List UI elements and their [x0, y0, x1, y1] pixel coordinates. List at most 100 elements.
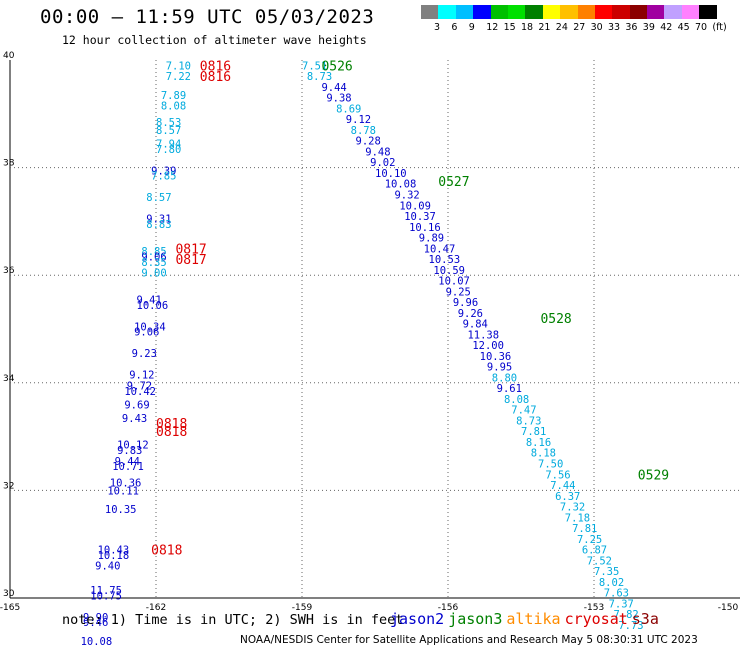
legend-tick-label: 18 — [521, 22, 534, 33]
swh-value: 9.48 — [365, 146, 390, 158]
swh-value: 9.06 — [141, 251, 166, 263]
swh-value: 9.26 — [458, 308, 483, 320]
legend-swatch — [560, 5, 578, 19]
swh-value: 8.16 — [526, 437, 551, 449]
legend-swatch — [577, 5, 595, 19]
legend-tick-label: 6 — [451, 22, 458, 33]
swh-value: 8.78 — [351, 125, 376, 137]
satellite-jason3: jason3 — [448, 610, 503, 628]
swh-value: 9.69 — [124, 399, 149, 411]
legend-tick-label: 45 — [677, 22, 690, 33]
swh-value: 10.42 — [124, 386, 156, 398]
legend-swatch — [438, 5, 456, 19]
legend-swatch — [612, 5, 630, 19]
swh-value: 9.44 — [115, 456, 140, 468]
swh-value: 8.73 — [307, 71, 332, 83]
legend-tick-label: 9 — [468, 22, 475, 33]
swh-value: 7.80 — [156, 144, 181, 156]
swh-value: 8.08 — [504, 394, 529, 406]
legend-tick-label: 15 — [503, 22, 516, 33]
swh-value: 8.18 — [531, 448, 556, 460]
swh-value: 10.34 — [134, 321, 166, 333]
satellite-altika: altika — [506, 610, 561, 628]
swh-value: 9.90 — [83, 612, 108, 624]
satellite-legend: jason2 jason3 altika cryosat s3a — [390, 610, 663, 628]
swh-value: 10.08 — [81, 636, 113, 648]
swh-value: 9.43 — [122, 413, 147, 425]
swh-value: 10.43 — [98, 545, 130, 557]
swh-value: 9.61 — [497, 383, 522, 395]
legend-tick-label: 24 — [555, 22, 568, 33]
swh-value: 9.96 — [453, 297, 478, 309]
swh-value: 7.44 — [550, 480, 575, 492]
swh-value: 10.47 — [424, 243, 456, 255]
legend-swatch — [699, 5, 717, 19]
legend-swatch — [681, 5, 700, 19]
swh-value: 6.37 — [555, 491, 580, 503]
swh-value: 9.72 — [127, 380, 152, 392]
pass-time-label: 0526 — [321, 59, 352, 74]
swh-value: 9.31 — [146, 214, 171, 226]
swh-value: 10.07 — [438, 276, 470, 288]
satellite-jason2: jason2 — [390, 610, 445, 628]
x-tick-label: -165 — [0, 603, 20, 613]
chart-title: 00:00 – 11:59 UTC 05/03/2023 — [40, 6, 375, 28]
color-scale-legend — [421, 5, 717, 19]
pass-time-label: 0527 — [438, 175, 469, 190]
swh-value: 9.02 — [370, 157, 395, 169]
swh-value: 8.02 — [599, 577, 624, 589]
legend-swatch — [664, 5, 682, 19]
swh-value: 8.73 — [516, 415, 541, 427]
legend-tick-label: 39 — [642, 22, 655, 33]
pass-time-label: 0528 — [540, 312, 571, 327]
pass-time-label: 0818 — [156, 425, 187, 440]
swh-value: 7.25 — [577, 534, 602, 546]
swh-value: 10.35 — [105, 504, 137, 516]
swh-value: 7.82 — [613, 609, 638, 621]
legend-tick-label: 33 — [608, 22, 621, 33]
swh-value: 7.63 — [604, 588, 629, 600]
swh-value: 9.12 — [346, 114, 371, 126]
legend-tick-label: 36 — [625, 22, 638, 33]
legend-tick-label: 3 — [434, 22, 441, 33]
swh-value: 9.00 — [141, 268, 166, 280]
x-tick-label: -156 — [438, 603, 459, 613]
swh-value: 10.09 — [399, 200, 431, 212]
swh-value: 7.10 — [166, 60, 191, 72]
swh-value: 9.44 — [321, 82, 346, 94]
legend-swatch — [507, 5, 526, 19]
swh-value: 11.75 — [90, 585, 122, 597]
x-tick-label: -153 — [584, 603, 604, 613]
swh-value: 7.52 — [587, 555, 612, 567]
swh-value: 7.37 — [609, 598, 634, 610]
swh-value: 9.25 — [446, 286, 471, 298]
legend-swatch — [594, 5, 613, 19]
legend-swatch — [473, 5, 491, 19]
y-tick-label: 32 — [3, 481, 14, 491]
legend-swatch — [629, 5, 648, 19]
satellite-s3a: s3a — [631, 610, 659, 628]
swh-value: 7.35 — [594, 566, 619, 578]
swh-value: 7.85 — [151, 171, 176, 183]
pass-time-label: 0529 — [638, 468, 669, 483]
swh-value: 10.16 — [409, 222, 441, 234]
y-tick-label: 36 — [3, 266, 15, 276]
x-tick-label: -150 — [718, 603, 739, 613]
chart-subtitle: 12 hour collection of altimeter wave hei… — [62, 33, 367, 47]
x-tick-label: -162 — [146, 603, 166, 613]
y-tick-label: 34 — [3, 374, 15, 384]
legend-swatch — [455, 5, 474, 19]
swh-value: 9.46 — [83, 617, 108, 629]
y-tick-label: 40 — [3, 51, 15, 61]
swh-value: 7.18 — [565, 512, 590, 524]
footer-note: note: 1) Time is in UTC; 2) SWH is in fe… — [62, 612, 404, 628]
swh-value: 7.94 — [156, 138, 181, 150]
swh-value: 9.23 — [132, 348, 157, 360]
swh-value: 10.71 — [112, 461, 144, 473]
legend-tick-label: 70 — [695, 22, 708, 33]
swh-value: 9.41 — [137, 294, 162, 306]
swh-value: 8.83 — [146, 219, 171, 231]
swh-value: 10.75 — [90, 590, 122, 602]
swh-value: 7.51 — [302, 60, 327, 72]
